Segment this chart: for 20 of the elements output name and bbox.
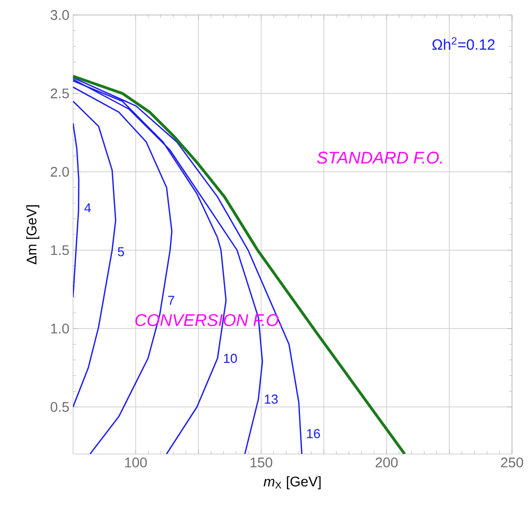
y-tick-label: 2.5	[50, 88, 69, 98]
series-label: 7	[168, 296, 174, 305]
x-axis-title: m$_{X}$ [GeV]	[264, 476, 321, 490]
y-tick-label: 1.0	[51, 324, 69, 334]
series-label: 5	[118, 247, 124, 256]
y-tick-label: 2.0	[50, 166, 69, 177]
x-tick-label: 100	[125, 458, 147, 468]
y-axis-title: Δm [GeV]	[26, 205, 40, 264]
x-tick-label: 150	[250, 458, 272, 468]
series-label: 16	[307, 429, 320, 438]
series-label: 4	[84, 203, 91, 212]
annotation: Ωh$^{2}$=0.12	[432, 37, 495, 50]
annotation: STANDARD F.O.	[317, 152, 442, 164]
y-tick-label: 3.0	[50, 10, 69, 20]
series-label: 13	[264, 394, 278, 404]
y-tick-label: 1.5	[51, 245, 69, 256]
x-tick-label: 200	[376, 458, 398, 468]
y-tick-label: 0.5	[50, 402, 69, 412]
series-label: 10	[224, 354, 237, 363]
x-tick-label: 250	[501, 458, 524, 468]
